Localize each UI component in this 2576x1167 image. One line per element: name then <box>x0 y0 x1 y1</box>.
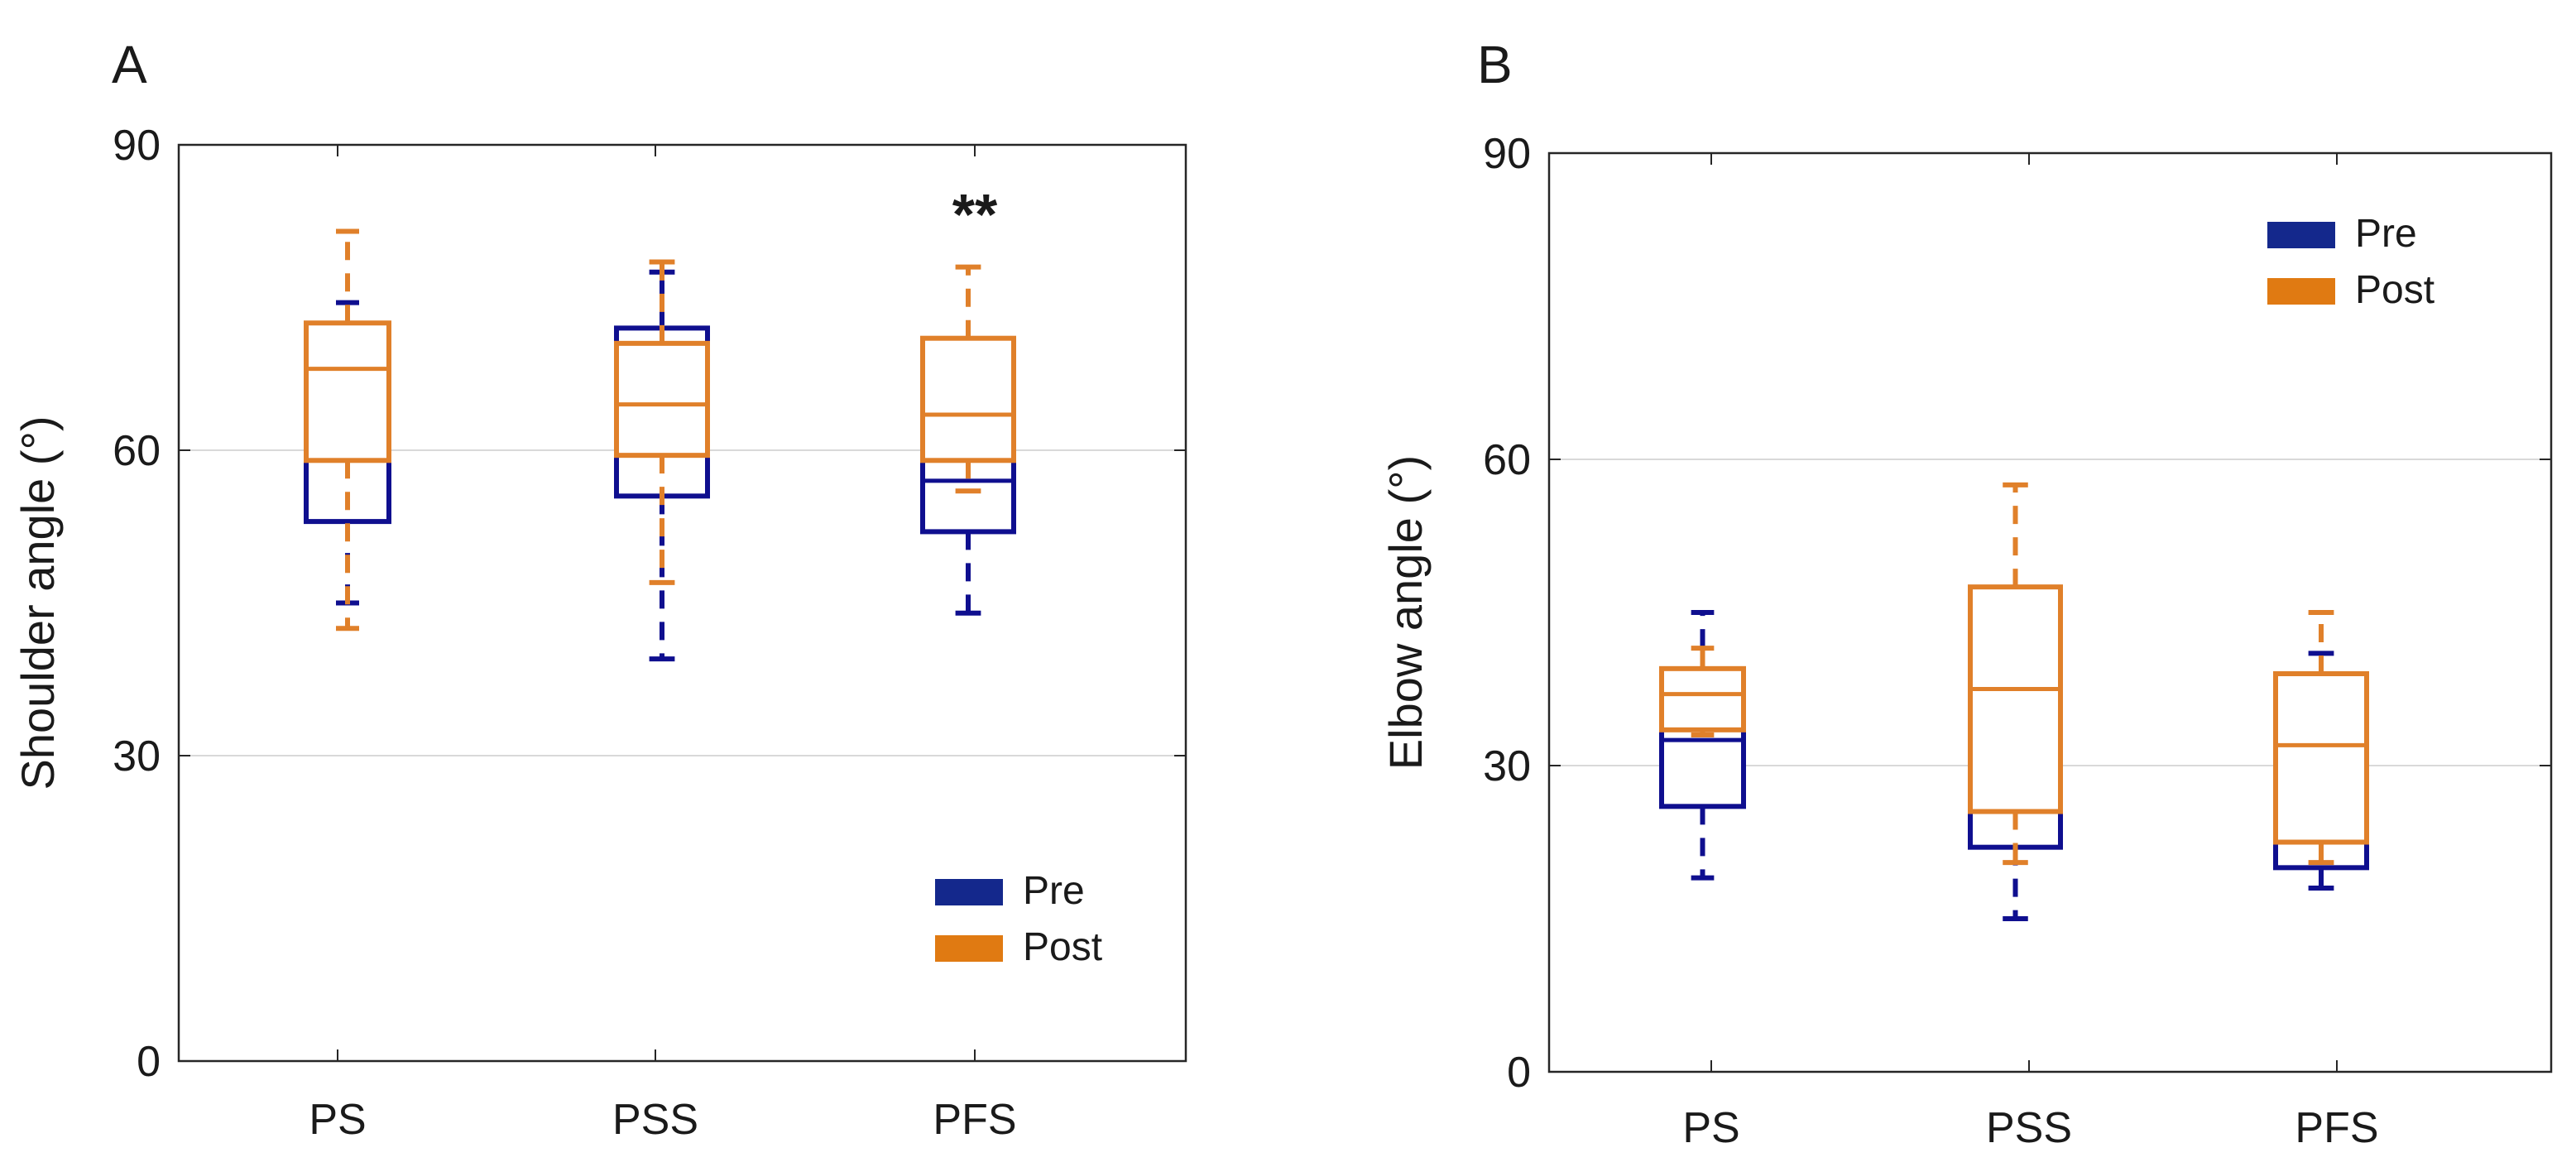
y-tick-label: 90 <box>113 122 161 170</box>
x-tick-label: PFS <box>2295 1104 2378 1152</box>
iqr-box <box>920 335 1016 463</box>
legend-swatch-pre <box>2267 222 2335 248</box>
legend-label-pre: Pre <box>2355 212 2417 256</box>
legend-swatch-pre <box>935 879 1003 905</box>
legend-label-post: Post <box>1023 925 1102 969</box>
box-post-pfs <box>920 264 1016 494</box>
iqr-box <box>1968 584 2063 814</box>
y-axis-label: Shoulder angle (°) <box>12 416 64 790</box>
legend: Pre Post <box>935 869 1102 969</box>
y-tick-label: 30 <box>1483 742 1531 790</box>
y-tick-label: 60 <box>113 427 161 475</box>
significance-marker: ** <box>952 182 998 247</box>
y-tick-label: 0 <box>137 1038 161 1086</box>
y-axis-label: Elbow angle (°) <box>1379 455 1432 770</box>
iqr-box <box>2273 671 2369 845</box>
box-post-pss <box>1968 482 2063 866</box>
iqr-box <box>614 340 710 459</box>
box-post-pss <box>614 259 710 585</box>
plot-frame <box>1547 151 2553 1073</box>
legend-swatch-post <box>2267 278 2335 305</box>
y-tick-label: 60 <box>1483 436 1531 484</box>
legend: Pre Post <box>2267 212 2434 312</box>
y-tick-label: 30 <box>113 732 161 780</box>
x-tick-label: PSS <box>612 1096 698 1144</box>
iqr-box <box>1659 665 1746 732</box>
y-tick-label: 0 <box>1507 1049 1531 1097</box>
x-tick-label: PFS <box>933 1096 1016 1144</box>
legend-label-post: Post <box>2355 268 2434 312</box>
iqr-box <box>304 320 391 463</box>
legend-swatch-post <box>935 935 1003 962</box>
legend-label-pre: Pre <box>1023 869 1085 913</box>
box-post-pfs <box>2273 610 2369 866</box>
box-post-ps <box>1659 646 1746 737</box>
x-tick-label: PSS <box>1986 1104 2072 1152</box>
panel-letter: B <box>1477 35 1513 94</box>
plot-frame <box>177 143 1187 1063</box>
chart-panel-b: B 0 30 60 90 PS PSS PFS Elbow angle (°) Pre Post <box>1379 35 2553 1152</box>
y-tick-label: 90 <box>1483 130 1531 178</box>
panel-letter: A <box>112 35 147 94</box>
x-tick-label: PS <box>309 1096 366 1144</box>
box-post-ps <box>304 228 391 632</box>
x-tick-label: PS <box>1682 1104 1739 1152</box>
